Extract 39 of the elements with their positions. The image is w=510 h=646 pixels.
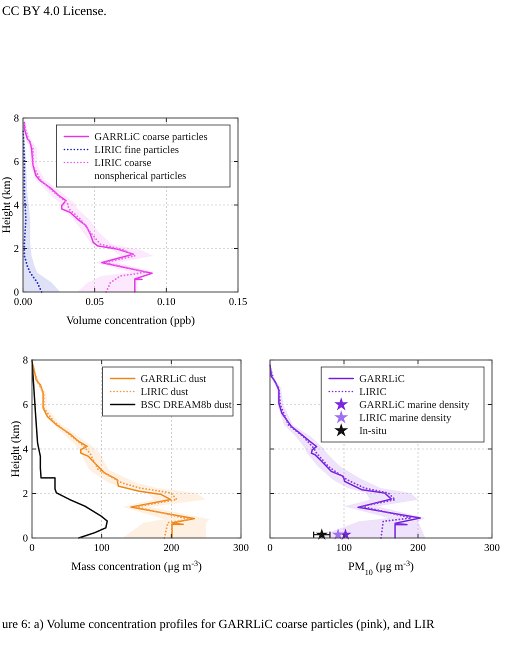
x-tick-label: 0.10 bbox=[157, 297, 176, 308]
legend-label: GARRLiC marine density bbox=[359, 400, 470, 411]
x-tick-label: 0 bbox=[267, 543, 273, 554]
x-tick-label: 0.05 bbox=[85, 297, 104, 308]
x-tick-label: 0.15 bbox=[228, 297, 248, 308]
legend-label: In-situ bbox=[359, 426, 388, 437]
y-tick-label: 4 bbox=[14, 200, 20, 212]
y-tick-label: 2 bbox=[14, 244, 19, 255]
x-tick-label: 0.00 bbox=[14, 297, 32, 308]
x-tick-label: 300 bbox=[484, 543, 500, 554]
text: ure 6: a) Volume concentration profiles for GARRLiC coarse particles (pink), and LIR bbox=[2, 617, 436, 631]
text: CC BY 4.0 License. bbox=[2, 3, 107, 18]
legend-label: LIRIC dust bbox=[140, 387, 188, 398]
y-tick-label: 6 bbox=[22, 400, 28, 411]
y-tick-label: 8 bbox=[14, 114, 19, 124]
legend-label: LIRIC marine density bbox=[359, 413, 452, 424]
x-tick-label: 100 bbox=[94, 543, 110, 554]
x-axis-title: PM$_{10}$ (μg m$^{-3}$) bbox=[348, 558, 414, 576]
legend-label: LIRIC coarse nonspherical particles bbox=[94, 158, 186, 182]
y-tick-label: 0 bbox=[14, 288, 19, 298]
y-axis-title: Height (km) bbox=[10, 420, 22, 478]
legend-label: GARRLiC dust bbox=[140, 374, 206, 385]
legend-label: LIRIC bbox=[359, 387, 387, 398]
y-tick-label: 0 bbox=[22, 534, 28, 544]
legend-label: GARRLiC bbox=[359, 374, 405, 385]
legend-label: BSC DREAM8b dust bbox=[140, 400, 232, 411]
y-axis-title: Height (km) bbox=[1, 176, 13, 234]
y-tick-label: 6 bbox=[14, 157, 19, 168]
legend-label: GARRLiC coarse particles bbox=[94, 132, 208, 143]
legend-label: LIRIC fine particles bbox=[94, 145, 179, 156]
x-axis-title: Mass concentration (μg m$^{-3}$) bbox=[71, 558, 202, 573]
x-axis-title: Volume concentration (ppb) bbox=[66, 315, 196, 327]
y-tick-label: 2 bbox=[22, 489, 28, 500]
y-tick-label: 4 bbox=[22, 444, 29, 456]
x-tick-label: 200 bbox=[163, 543, 180, 554]
x-tick-label: 200 bbox=[410, 543, 426, 554]
x-tick-label: 300 bbox=[233, 543, 249, 554]
y-tick-label: 8 bbox=[22, 356, 28, 366]
x-tick-label: 100 bbox=[336, 543, 352, 554]
